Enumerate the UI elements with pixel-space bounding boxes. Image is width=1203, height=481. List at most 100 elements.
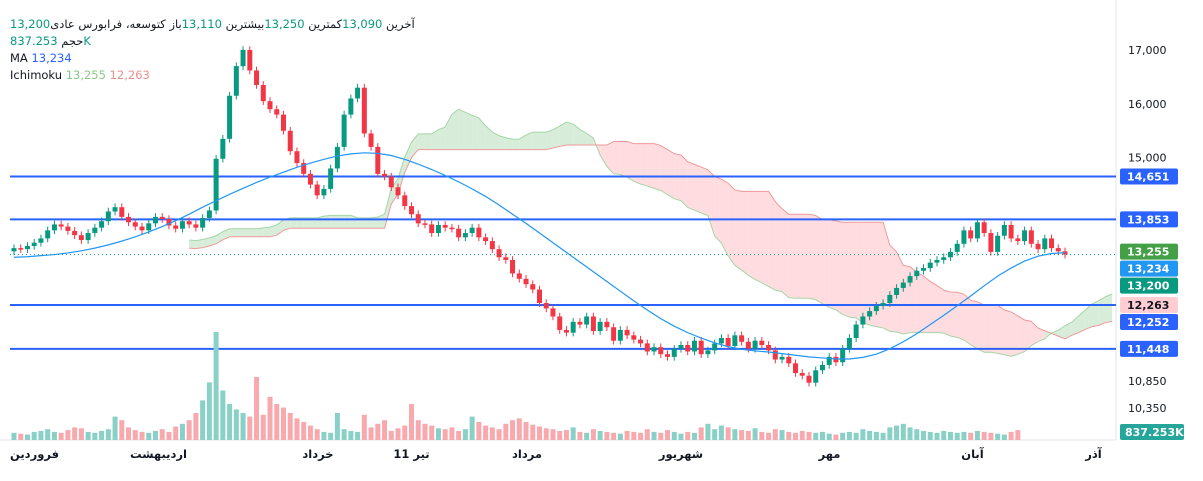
- candle-body: [435, 224, 441, 234]
- volume-bar: [557, 431, 563, 440]
- ichimoku-label: Ichimoku: [10, 68, 63, 82]
- ichimoku-cloud-segment: [815, 215, 823, 304]
- candle-body: [712, 343, 718, 351]
- ichimoku-cloud-segment: [573, 124, 580, 146]
- price-badge-label: 12,263: [1127, 299, 1169, 312]
- volume-bar: [442, 429, 448, 440]
- candle-body: [516, 273, 522, 279]
- volume-bar: [934, 432, 940, 440]
- candle-body: [604, 321, 610, 328]
- volume-bar: [72, 427, 78, 440]
- candle-body: [840, 348, 846, 363]
- volume-bar: [880, 432, 886, 440]
- candle-body: [126, 216, 132, 223]
- volume-bar: [355, 431, 361, 440]
- candle-body: [179, 221, 185, 229]
- candle-body: [914, 270, 920, 277]
- volume-bar: [988, 432, 994, 440]
- candle-body: [489, 241, 495, 250]
- candle-body: [631, 335, 637, 340]
- ichimoku-cloud-segment: [1051, 330, 1059, 337]
- volume-bar: [530, 424, 536, 440]
- candle-body: [900, 282, 906, 288]
- ichimoku-cloud-segment: [883, 222, 890, 332]
- candle-body: [974, 222, 980, 239]
- volume-bar: [806, 431, 812, 440]
- candle-body: [523, 278, 529, 285]
- candle-body: [934, 259, 940, 263]
- candle-body: [651, 347, 657, 352]
- candle-body: [233, 66, 239, 96]
- volume-bar: [112, 416, 118, 440]
- candle-body: [307, 173, 313, 185]
- candle-body: [718, 338, 724, 344]
- candle-body: [31, 242, 37, 246]
- candle-body: [355, 87, 361, 99]
- candle-body: [617, 329, 623, 341]
- open-label: باز: [169, 17, 182, 31]
- volume-bar: [644, 429, 650, 440]
- price-badge: [1120, 260, 1178, 277]
- ichimoku-cloud-segment: [559, 122, 567, 147]
- volume-bar: [766, 432, 772, 440]
- ichimoku-cloud-segment: [384, 188, 392, 229]
- price-badge-label: 13,255: [1127, 246, 1169, 259]
- candle-body: [887, 294, 893, 304]
- volume-bar: [840, 432, 846, 440]
- candle-body: [685, 345, 691, 352]
- candle-body: [132, 222, 138, 227]
- price-badge: [1120, 277, 1178, 294]
- ichimoku-cloud-segment: [647, 143, 655, 189]
- volume-bar: [974, 431, 980, 440]
- volume-bar: [382, 420, 388, 440]
- ichimoku-cloud-segment: [802, 214, 809, 299]
- ichimoku-cloud-segment: [202, 237, 210, 248]
- candle-body: [200, 217, 206, 228]
- candle-body: [456, 228, 462, 238]
- candle-body: [793, 363, 799, 374]
- high-label: بیشترین: [225, 17, 265, 31]
- ichimoku-cloud-segment: [741, 191, 749, 276]
- volume-label: حجم: [61, 34, 84, 48]
- volume-bar: [496, 429, 502, 440]
- candle-body: [220, 138, 226, 159]
- ichimoku-cloud-segment: [526, 132, 533, 150]
- price-badge-label: 12,252: [1127, 316, 1169, 329]
- candle-body: [846, 338, 852, 349]
- volume-bar: [752, 428, 758, 440]
- volume-bar: [510, 420, 516, 440]
- candle-body: [907, 276, 913, 283]
- candle-body: [348, 98, 354, 115]
- volume-bar: [38, 431, 44, 440]
- candle-body: [510, 259, 516, 274]
- volume-bar: [691, 432, 697, 440]
- ichimoku-cloud-segment: [916, 272, 924, 333]
- volume-bar: [772, 429, 778, 440]
- ichimoku-cloud-segment: [465, 112, 473, 150]
- x-axis-label: مرداد: [512, 447, 542, 461]
- volume-bar: [503, 423, 509, 440]
- price-badge: [1120, 297, 1178, 314]
- candle-body: [321, 188, 327, 196]
- candle-body: [671, 348, 677, 357]
- y-tick-label: 15,000: [1128, 152, 1167, 165]
- candle-body: [328, 168, 334, 189]
- volume-bar: [220, 390, 226, 440]
- candle-body: [867, 311, 873, 317]
- volume-badge-label: 837.253K: [1125, 426, 1184, 439]
- ichimoku-cloud-segment: [903, 265, 911, 334]
- volume-bar: [900, 423, 906, 440]
- ichimoku-cloud-segment: [552, 126, 560, 148]
- ichimoku-value-2: 12,263: [109, 68, 150, 82]
- x-axis-label: اردیبهشت: [130, 447, 187, 461]
- ichimoku-cloud-segment: [499, 135, 506, 150]
- volume-bar: [961, 431, 967, 440]
- ichimoku-cloud-segment: [377, 214, 385, 229]
- volume-bar: [254, 377, 260, 440]
- candle-body: [860, 316, 866, 325]
- ichimoku-cloud-segment: [680, 154, 688, 208]
- candle-body: [691, 340, 697, 352]
- ichimoku-cloud-segment: [997, 305, 1005, 355]
